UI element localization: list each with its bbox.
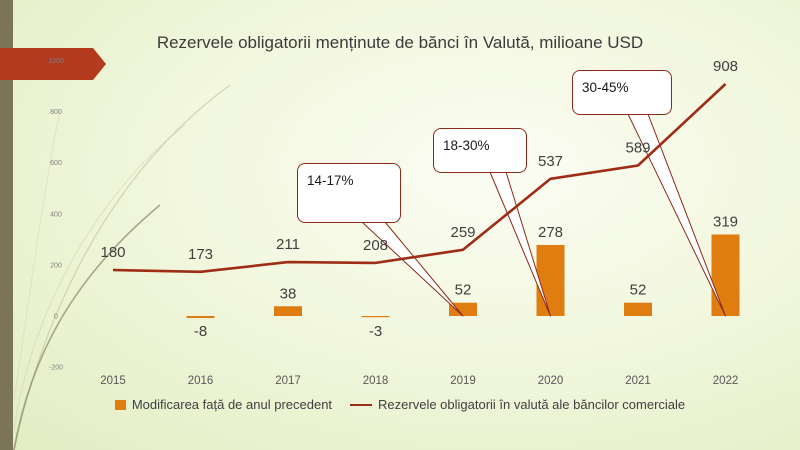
left-accent-bar xyxy=(0,0,13,450)
data-labels: -8 38 -3 52 278 52 319 180 173 211 208 259 537 589 908 xyxy=(100,58,738,340)
y-axis-ticks: -200 0 200 400 600 800 1000 xyxy=(48,58,64,372)
line-data-label: 211 xyxy=(276,236,300,253)
callout-18-30: 18-30% xyxy=(433,128,527,173)
line-series xyxy=(112,83,727,274)
line-data-label: 180 xyxy=(100,244,125,261)
y-tick-label: -200 xyxy=(49,365,63,372)
bar-data-label: 52 xyxy=(455,282,472,299)
x-tick-label: 2021 xyxy=(625,375,651,387)
y-tick-label: 200 xyxy=(50,262,62,269)
y-tick-label: 1000 xyxy=(48,58,64,65)
bar-data-label: 278 xyxy=(538,224,563,241)
legend-label-bars: Modificarea față de anul precedent xyxy=(131,397,333,412)
x-tick-label: 2018 xyxy=(363,375,389,387)
x-tick-label: 2019 xyxy=(450,375,476,387)
y-tick-label: 600 xyxy=(50,160,62,167)
x-tick-label: 2022 xyxy=(713,375,739,387)
legend: Modificarea față de anul precedent Rezer… xyxy=(0,397,800,412)
callout-label: 30-45% xyxy=(582,80,629,95)
legend-swatch-line xyxy=(350,403,373,406)
chart-title: Rezervele obligatorii menținute de bănci… xyxy=(156,33,644,52)
x-tick-label: 2015 xyxy=(100,375,126,387)
y-tick-label: 400 xyxy=(50,211,62,218)
line-data-label: 259 xyxy=(450,224,475,241)
callout-pointer xyxy=(489,171,551,317)
legend-swatch-bar xyxy=(114,399,126,410)
line-data-label: 908 xyxy=(713,58,738,75)
line-series-path xyxy=(112,83,727,274)
line-data-label: 208 xyxy=(363,237,388,254)
bar xyxy=(536,244,565,316)
bar xyxy=(624,302,652,316)
legend-label-line: Rezervele obligatorii în valută ale bănc… xyxy=(378,397,686,412)
bar xyxy=(186,316,215,319)
bar xyxy=(361,316,390,318)
bar xyxy=(274,306,302,316)
bar xyxy=(449,302,477,316)
bar-data-label: -8 xyxy=(194,323,207,340)
legend-item-bars: Modificarea față de anul precedent xyxy=(114,397,333,412)
y-tick-label: 800 xyxy=(50,109,62,116)
callout-14-17: 14-17% xyxy=(297,163,401,223)
x-tick-label: 2020 xyxy=(538,375,564,387)
line-data-label: 589 xyxy=(625,140,650,157)
callout-label: 14-17% xyxy=(307,173,354,188)
callout-label: 18-30% xyxy=(443,138,490,153)
bar-data-label: 38 xyxy=(280,285,297,302)
y-tick-label: 0 xyxy=(54,314,58,321)
callout-30-45: 30-45% xyxy=(572,70,672,115)
bar-data-label: -3 xyxy=(369,323,382,340)
bar xyxy=(711,234,740,316)
bar-data-label: 52 xyxy=(630,282,647,299)
x-tick-label: 2017 xyxy=(275,375,301,387)
line-data-label: 173 xyxy=(188,246,213,263)
legend-item-line: Rezervele obligatorii în valută ale bănc… xyxy=(350,397,685,412)
line-data-label: 537 xyxy=(538,153,563,170)
bar-data-label: 319 xyxy=(713,213,738,230)
bars xyxy=(186,234,740,319)
x-axis-labels: 2015 2016 2017 2018 2019 2020 2021 2022 xyxy=(100,375,738,387)
x-tick-label: 2016 xyxy=(188,375,214,387)
arrow-banner-shape xyxy=(0,48,106,80)
